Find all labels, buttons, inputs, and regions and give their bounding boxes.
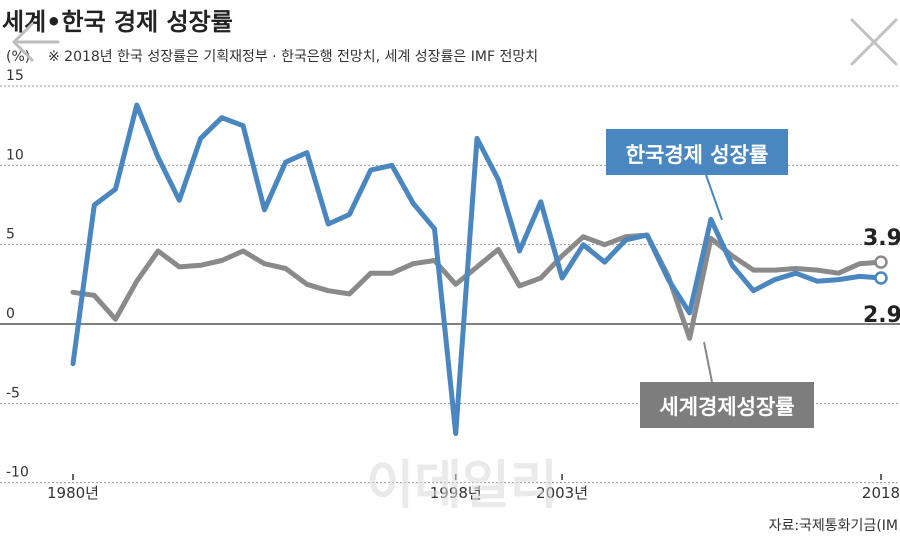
x-tick-label: 1980년: [47, 484, 99, 502]
source-text: 자료:국제통화기금(IM: [769, 518, 898, 534]
x-tick-label: 2018: [862, 484, 900, 502]
back-button[interactable]: [6, 14, 66, 64]
korea-series-label-box: [606, 129, 788, 175]
close-button[interactable]: [842, 10, 900, 70]
korea-series-label: 한국경제 성장률: [626, 143, 769, 167]
world-callout-leader: [703, 341, 713, 383]
world-end-value: 3.9: [863, 226, 900, 251]
world-end-marker: [874, 255, 888, 269]
series-lines: [70, 102, 888, 436]
korea-end-marker: [874, 271, 888, 285]
chart-title: 세계•한국 경제 성장률: [2, 8, 233, 36]
y-tick-label: 5: [6, 227, 15, 243]
y-tick-label: 15: [6, 68, 24, 84]
y-axis-tick-labels: 15 10 5 0 -5 -10: [6, 68, 29, 481]
world-growth-line: [70, 232, 884, 341]
y-tick-label: -5: [6, 385, 20, 401]
y-tick-label: -10: [6, 465, 29, 481]
x-axis-ticks: 1980년 1998년 2003년 2018: [47, 474, 900, 502]
watermark-text: 이데일리: [366, 456, 557, 516]
x-tick-label: 1998년: [430, 484, 482, 502]
world-series-label: 세계경제성장률: [659, 395, 794, 419]
y-tick-label: 10: [6, 147, 24, 163]
korea-growth-line: [70, 102, 884, 436]
korea-end-value: 2.9: [863, 303, 900, 328]
x-tick-label: 2003년: [536, 484, 588, 502]
korea-callout-leader: [705, 174, 723, 221]
arrow-left-icon: [12, 22, 60, 62]
y-tick-label: 0: [6, 306, 15, 322]
chart-note: ※ 2018년 한국 성장률은 기획재정부 · 한국은행 전망치, 세계 성장률…: [48, 49, 538, 65]
world-series-label-box: [640, 382, 814, 428]
close-icon: [850, 18, 898, 66]
